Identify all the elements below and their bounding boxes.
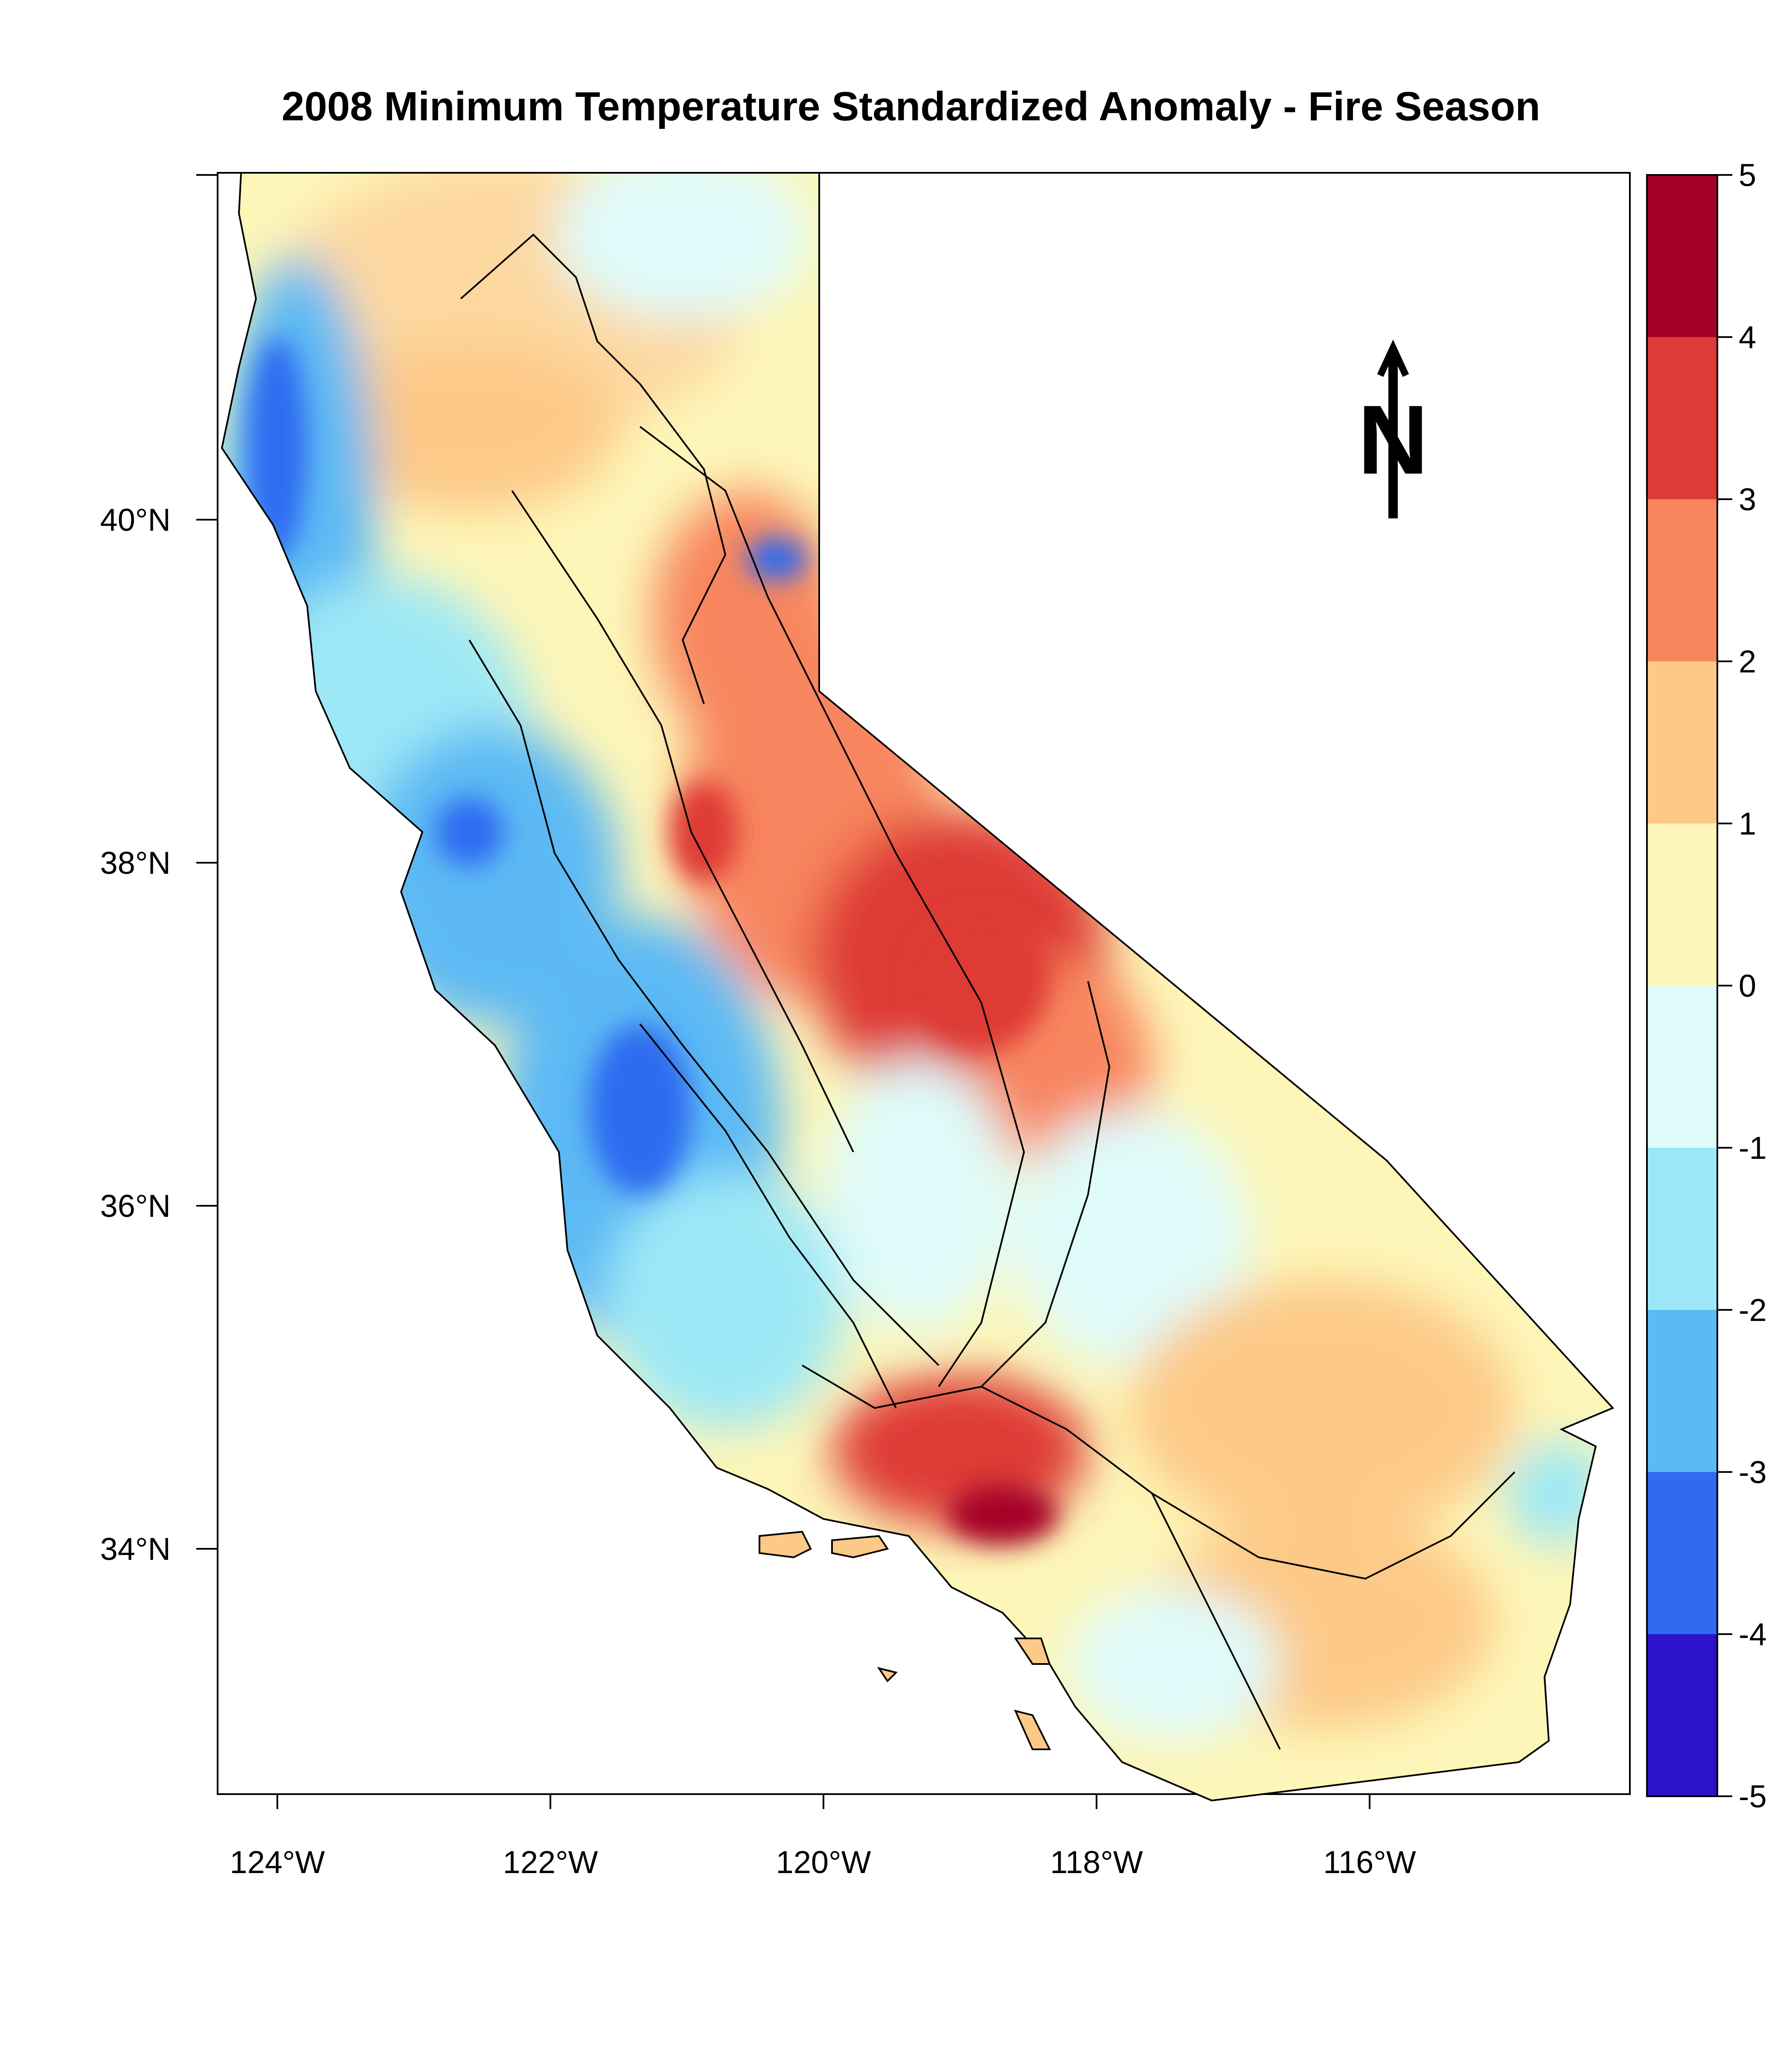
- y-tick-label: 40°N: [100, 502, 171, 538]
- legend-tick-label: -5: [1739, 1779, 1767, 1814]
- legend-tick-label: 2: [1739, 644, 1756, 679]
- legend-tick-label: -4: [1739, 1617, 1767, 1652]
- y-tick-label: 34°N: [100, 1531, 171, 1567]
- legend-tick-label: 4: [1739, 320, 1756, 355]
- plot-frame: [217, 172, 1631, 1795]
- anomaly-raster: [222, 173, 1613, 1801]
- california-outline: [221, 172, 1615, 1802]
- x-tick-label: 122°W: [503, 1844, 598, 1880]
- legend-tick-label: 5: [1739, 157, 1756, 193]
- legend-bin: [1647, 1148, 1717, 1310]
- map-title: 2008 Minimum Temperature Standardized An…: [281, 84, 1541, 129]
- legend-bin: [1647, 1310, 1717, 1472]
- legend-bin: [1647, 1634, 1717, 1796]
- legend-tick-label: 1: [1739, 806, 1756, 841]
- x-axis: 124°W 122°W 120°W 118°W 116°W: [230, 1794, 1416, 1880]
- y-tick-label: 38°N: [100, 845, 171, 881]
- legend-tick-label: 0: [1739, 968, 1756, 1004]
- y-axis: 40°N 38°N 36°N 34°N: [100, 174, 218, 1567]
- x-tick-label: 120°W: [776, 1844, 871, 1880]
- legend-bin: [1647, 823, 1717, 986]
- legend-bin: [1647, 175, 1717, 337]
- legend-bin: [1647, 986, 1717, 1148]
- x-tick-label: 118°W: [1050, 1844, 1143, 1880]
- x-tick-label: 116°W: [1323, 1844, 1416, 1880]
- legend-bin: [1647, 499, 1717, 661]
- legend-tick-label: -3: [1739, 1455, 1767, 1490]
- y-tick-label: 36°N: [100, 1188, 171, 1224]
- legend-tick-label: -2: [1739, 1292, 1767, 1328]
- north-arrow-label: N: [1358, 385, 1428, 495]
- channel-islands: [759, 1530, 1051, 1750]
- ecoregion-boundaries: [460, 233, 1516, 1750]
- legend-bin: [1647, 337, 1717, 499]
- north-arrow: N: [1358, 339, 1428, 518]
- x-tick-label: 124°W: [230, 1844, 325, 1880]
- color-legend: 5 4 3 2 1 0 -1 -2 -3 -4 -5: [1646, 157, 1767, 1814]
- legend-bin: [1647, 1472, 1717, 1634]
- legend-bin: [1647, 661, 1717, 823]
- legend-tick-label: 3: [1739, 482, 1756, 517]
- legend-tick-label: -1: [1739, 1130, 1767, 1166]
